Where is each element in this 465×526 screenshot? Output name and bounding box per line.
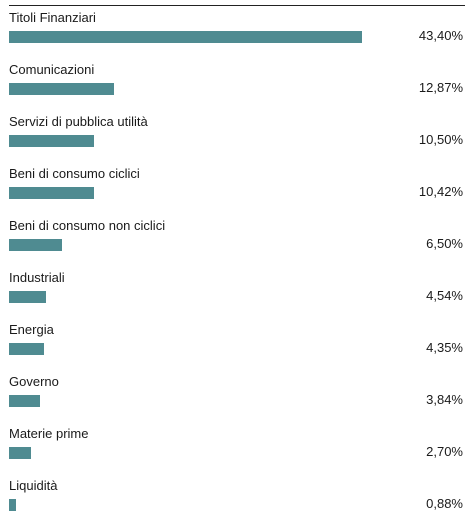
category-label: Titoli Finanziari <box>9 10 96 25</box>
bar-row: Comunicazioni 12,87% <box>0 58 465 110</box>
bar <box>9 291 46 303</box>
bar <box>9 395 40 407</box>
category-label: Comunicazioni <box>9 62 95 77</box>
category-label: Servizi di pubblica utilità <box>9 114 148 129</box>
bar-row: Liquidità 0,88% <box>0 474 465 526</box>
value-label: 2,70% <box>426 444 463 459</box>
category-label: Materie prime <box>9 426 89 441</box>
bar-row: Energia 4,35% <box>0 318 465 370</box>
category-label: Energia <box>9 322 54 337</box>
bar-row: Industriali 4,54% <box>0 266 465 318</box>
value-label: 43,40% <box>418 28 463 43</box>
bar <box>9 343 44 355</box>
category-label: Industriali <box>9 270 65 285</box>
bar <box>9 83 114 95</box>
value-label: 3,84% <box>426 392 463 407</box>
bar-row: Titoli Finanziari 43,40% <box>0 6 465 58</box>
bar <box>9 31 362 43</box>
value-label: 12,87% <box>418 80 463 95</box>
bar <box>9 447 31 459</box>
bar <box>9 135 94 147</box>
value-label: 4,54% <box>426 288 463 303</box>
category-label: Governo <box>9 374 59 389</box>
bar-row: Governo 3,84% <box>0 370 465 422</box>
bar-row: Materie prime 2,70% <box>0 422 465 474</box>
category-label: Liquidità <box>9 478 58 493</box>
bar-row: Beni di consumo ciclici 10,42% <box>0 162 465 214</box>
bar <box>9 187 94 199</box>
sector-allocation-chart: Titoli Finanziari 43,40% Comunicazioni 12,8… <box>0 5 465 511</box>
value-label: 6,50% <box>426 236 463 251</box>
value-label: 10,50% <box>418 132 463 147</box>
value-label: 4,35% <box>426 340 463 355</box>
top-rule <box>9 5 465 6</box>
bar <box>9 239 62 251</box>
bar-row: Servizi di pubblica utilità 10,50% <box>0 110 465 162</box>
bar-row: Beni di consumo non ciclici 6,50% <box>0 214 465 266</box>
category-label: Beni di consumo non ciclici <box>9 218 166 233</box>
category-label: Beni di consumo ciclici <box>9 166 140 181</box>
bar <box>9 499 16 511</box>
value-label: 10,42% <box>418 184 463 199</box>
value-label: 0,88% <box>426 496 463 511</box>
